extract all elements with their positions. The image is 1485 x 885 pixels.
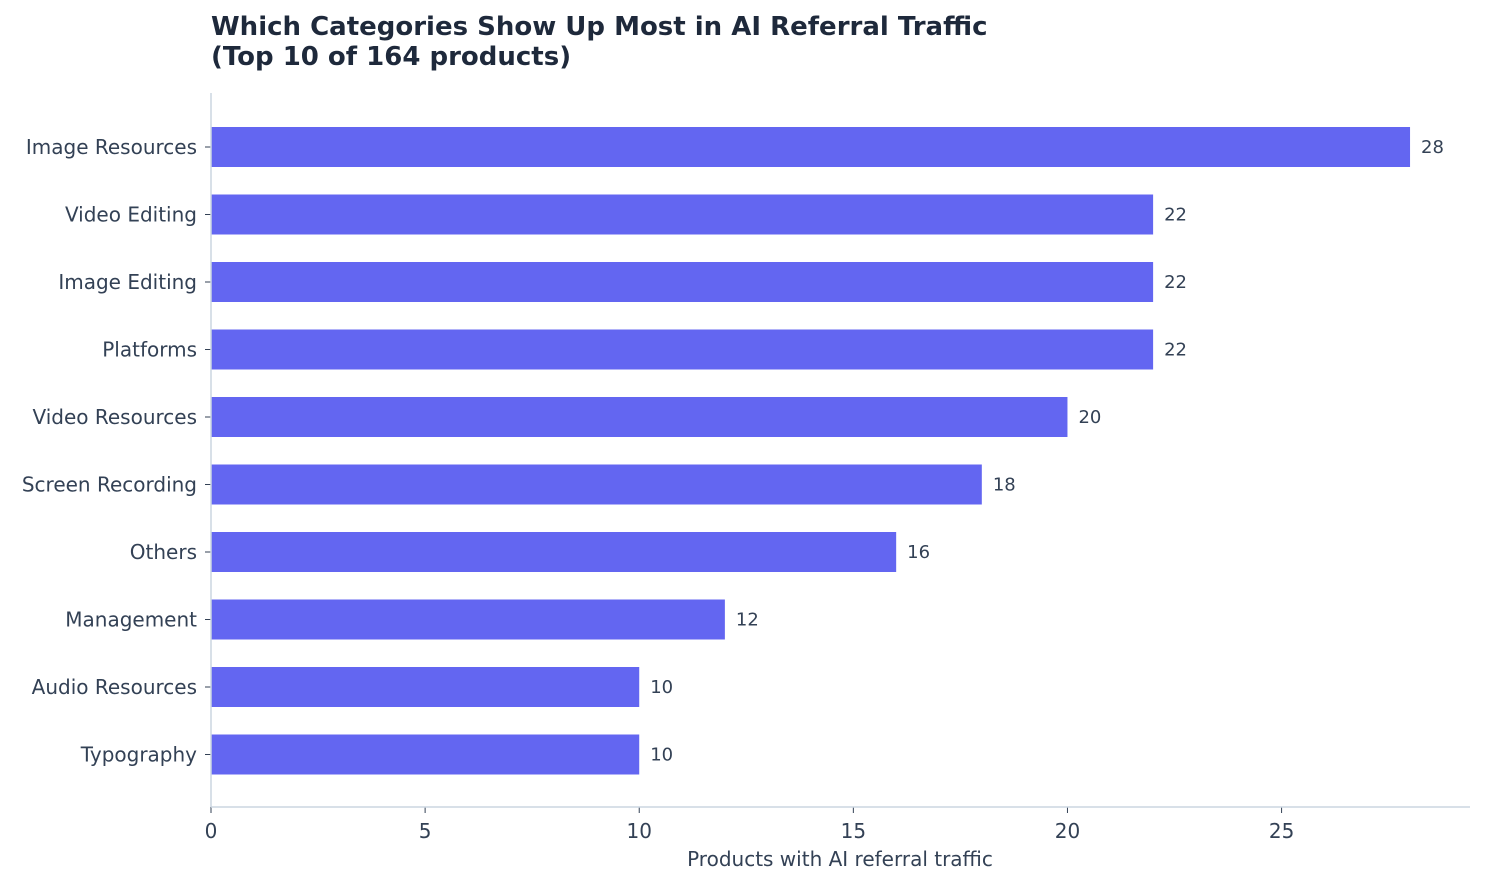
bar-5 [211, 464, 982, 505]
bar-7 [211, 599, 725, 640]
bar-8 [211, 667, 640, 707]
x-tick-label-3: 15 [841, 819, 866, 843]
y-tick-label-7: Management [65, 608, 197, 632]
x-tick-label-0: 0 [205, 819, 218, 843]
chart-title-line-2: (Top 10 of 164 products) [211, 42, 571, 72]
x-tick-label-1: 5 [419, 819, 432, 843]
value-label-8: 10 [650, 677, 673, 698]
x-tick-label-2: 10 [627, 819, 652, 843]
value-label-9: 10 [650, 745, 673, 766]
value-label-2: 22 [1164, 272, 1187, 293]
value-label-0: 28 [1421, 137, 1444, 158]
y-tick-label-4: Video Resources [32, 405, 197, 429]
bar-6 [211, 532, 897, 572]
value-label-7: 12 [736, 610, 759, 631]
bar-0 [211, 127, 1411, 167]
value-label-4: 20 [1078, 407, 1101, 428]
bar-3 [211, 329, 1154, 370]
y-tick-label-9: Typography [80, 743, 197, 767]
y-tick-label-2: Image Editing [58, 270, 197, 294]
bar-2 [211, 262, 1154, 302]
bar-series: 28 22 22 22 20 18 16 12 10 10 [211, 127, 1444, 775]
bar-9 [211, 734, 640, 775]
value-label-1: 22 [1164, 205, 1187, 226]
y-tick-label-5: Screen Recording [22, 473, 197, 497]
y-tick-label-8: Audio Resources [32, 675, 197, 699]
y-tick-label-0: Image Resources [26, 135, 197, 159]
value-label-5: 18 [993, 475, 1016, 496]
x-axis-title: Products with AI referral traffic [687, 847, 993, 871]
value-label-6: 16 [907, 542, 930, 563]
bar-1 [211, 194, 1154, 235]
y-axis-ticks: Image Resources Video Editing Image Editin… [22, 135, 211, 767]
x-tick-label-5: 25 [1269, 819, 1294, 843]
bar-4 [211, 397, 1068, 437]
value-label-3: 22 [1164, 340, 1187, 361]
chart-title: Which Categories Show Up Most in AI Refe… [211, 12, 988, 72]
x-axis-ticks: 0 5 10 15 20 25 [205, 807, 1294, 843]
chart-title-line-1: Which Categories Show Up Most in AI Refe… [211, 12, 988, 42]
y-tick-label-1: Video Editing [65, 203, 197, 227]
x-tick-label-4: 20 [1055, 819, 1080, 843]
y-tick-label-6: Others [130, 540, 197, 564]
y-tick-label-3: Platforms [102, 338, 197, 362]
